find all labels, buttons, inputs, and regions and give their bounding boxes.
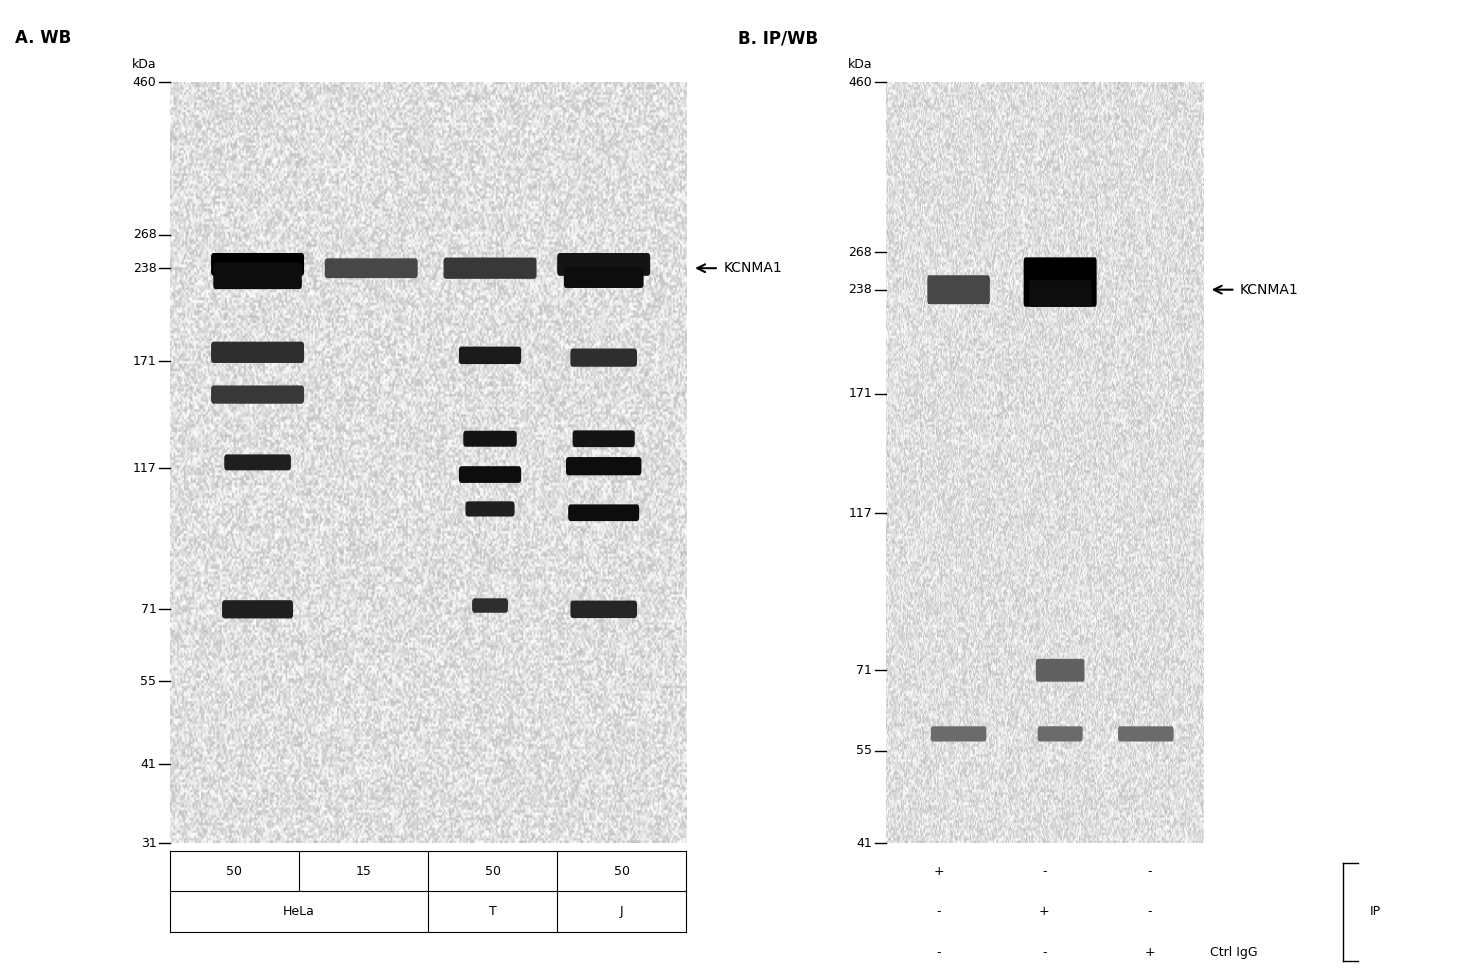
FancyBboxPatch shape — [564, 266, 644, 288]
FancyBboxPatch shape — [931, 727, 986, 741]
Text: KCNMA1: KCNMA1 — [723, 262, 782, 275]
Text: 268: 268 — [849, 246, 872, 259]
FancyBboxPatch shape — [1036, 659, 1085, 681]
Text: 71: 71 — [140, 603, 156, 616]
FancyBboxPatch shape — [459, 466, 521, 483]
FancyBboxPatch shape — [211, 342, 304, 363]
Text: 41: 41 — [140, 758, 156, 770]
Text: HeLa: HeLa — [283, 905, 314, 919]
Text: IP: IP — [1370, 905, 1382, 919]
FancyBboxPatch shape — [211, 253, 304, 276]
Text: J: J — [620, 905, 623, 919]
FancyBboxPatch shape — [1024, 258, 1097, 307]
FancyBboxPatch shape — [1029, 280, 1091, 307]
FancyBboxPatch shape — [211, 386, 304, 404]
Text: KCNMA1: KCNMA1 — [1240, 283, 1299, 297]
Text: T: T — [489, 905, 496, 919]
FancyBboxPatch shape — [568, 505, 639, 521]
Text: 117: 117 — [133, 462, 156, 475]
FancyBboxPatch shape — [459, 347, 521, 364]
Text: 71: 71 — [856, 664, 872, 676]
FancyBboxPatch shape — [925, 25, 992, 63]
FancyBboxPatch shape — [472, 598, 508, 612]
Text: A. WB: A. WB — [15, 29, 71, 47]
FancyBboxPatch shape — [1117, 727, 1173, 741]
Text: 460: 460 — [133, 76, 156, 89]
Text: Ctrl IgG: Ctrl IgG — [1210, 946, 1258, 959]
Text: +: + — [1039, 905, 1049, 919]
Text: B. IP/WB: B. IP/WB — [738, 29, 818, 47]
Text: kDa: kDa — [847, 58, 872, 71]
Text: +: + — [1145, 946, 1156, 959]
Text: 50: 50 — [614, 864, 630, 878]
Text: -: - — [1148, 905, 1153, 919]
Text: 238: 238 — [133, 262, 156, 274]
FancyBboxPatch shape — [573, 430, 635, 447]
FancyBboxPatch shape — [570, 601, 638, 618]
FancyBboxPatch shape — [1038, 727, 1083, 741]
Text: 55: 55 — [856, 744, 872, 757]
FancyBboxPatch shape — [443, 258, 537, 279]
FancyBboxPatch shape — [463, 431, 517, 447]
Text: -: - — [936, 946, 940, 959]
Text: +: + — [933, 864, 943, 878]
Text: 171: 171 — [849, 388, 872, 400]
FancyBboxPatch shape — [927, 275, 990, 304]
Text: 117: 117 — [849, 507, 872, 519]
Text: 460: 460 — [849, 76, 872, 89]
Text: -: - — [936, 905, 940, 919]
Text: 50: 50 — [226, 864, 242, 878]
Text: 15: 15 — [356, 864, 372, 878]
Text: -: - — [1042, 864, 1046, 878]
Text: 171: 171 — [133, 355, 156, 368]
FancyBboxPatch shape — [465, 501, 515, 516]
Text: 268: 268 — [133, 229, 156, 241]
Text: 50: 50 — [484, 864, 500, 878]
Text: 41: 41 — [856, 836, 872, 850]
FancyBboxPatch shape — [565, 457, 642, 476]
Text: 31: 31 — [140, 836, 156, 850]
Text: -: - — [1148, 864, 1153, 878]
FancyBboxPatch shape — [1113, 27, 1179, 61]
FancyBboxPatch shape — [221, 600, 294, 618]
FancyBboxPatch shape — [570, 349, 638, 366]
Text: kDa: kDa — [131, 58, 156, 71]
Text: -: - — [1042, 946, 1046, 959]
FancyBboxPatch shape — [325, 259, 418, 278]
FancyBboxPatch shape — [558, 253, 651, 276]
Text: 238: 238 — [849, 283, 872, 297]
FancyBboxPatch shape — [213, 263, 303, 289]
Text: 55: 55 — [140, 674, 156, 688]
FancyBboxPatch shape — [224, 454, 291, 470]
